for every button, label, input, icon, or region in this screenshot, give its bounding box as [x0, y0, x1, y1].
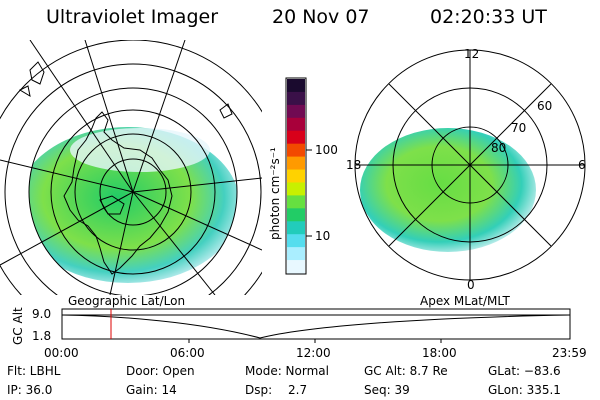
colorbar-segment — [287, 234, 305, 248]
magnetic-grid — [354, 49, 586, 281]
colorbar-segment — [287, 182, 305, 196]
colorbar-tick-100: 100 — [315, 143, 338, 157]
colorbar-segment — [287, 169, 305, 183]
seq-info: Seq: 39 — [364, 383, 410, 397]
colorbar-segment — [287, 260, 305, 274]
colorbar-tick-10: 10 — [315, 229, 330, 243]
magnetic-panel-label: Apex MLat/MLT — [420, 294, 510, 308]
instrument-title: Ultraviolet Imager — [46, 6, 219, 28]
colorbar-segment — [287, 104, 305, 119]
mlt-label-12: 12 — [464, 47, 479, 61]
colorbar-segment — [287, 247, 305, 261]
dsp-value: 2.7 — [288, 383, 308, 397]
door-info: Door: Open — [126, 364, 195, 378]
magnetic-panel: 12 18 6 0 60 70 80 — [346, 47, 586, 292]
altitude-plot: 9.0 1.8 GC Alt 00:00 06:00 12:00 18:00 2… — [11, 307, 587, 360]
geographic-panel — [0, 40, 262, 295]
geographic-panel-label: Geographic Lat/Lon — [68, 294, 185, 308]
right-aurora-oval — [360, 128, 536, 252]
time-label: 02:20:33 UT — [430, 6, 547, 28]
colorbar-segment — [287, 208, 305, 222]
glat-info: GLat: −83.6 — [488, 364, 561, 378]
glon-info: GLon: 335.1 — [488, 383, 561, 397]
time-tick-0600: 06:00 — [170, 346, 205, 360]
mlat-label-60: 60 — [537, 99, 552, 113]
altitude-trace — [61, 314, 571, 339]
filter-info: Flt: LBHL — [7, 364, 61, 378]
colorbar-segment — [287, 79, 305, 93]
colorbar-segment — [287, 156, 305, 171]
colorbar-segment — [287, 117, 305, 132]
mlt-label-18: 18 — [346, 158, 361, 172]
colorbar-segment — [287, 221, 305, 235]
mlat-label-80: 80 — [491, 141, 506, 155]
antarctica-coastline — [63, 111, 173, 275]
gain-info: Gain: 14 — [126, 383, 177, 397]
time-tick-2359: 23:59 — [552, 346, 587, 360]
colorbar-segment — [287, 143, 305, 158]
alt-tick-1-8: 1.8 — [32, 329, 51, 343]
alt-axis-label: GC Alt — [11, 307, 25, 345]
time-tick-0000: 00:00 — [44, 346, 79, 360]
gc-alt-info: GC Alt: 8.7 Re — [364, 364, 448, 378]
mlat-label-70: 70 — [511, 121, 526, 135]
mode-info: Mode: Normal — [245, 364, 329, 378]
geographic-grid — [0, 40, 262, 295]
colorbar-segment — [287, 130, 305, 145]
time-tick-1200: 12:00 — [296, 346, 331, 360]
colorbar-segment — [287, 195, 305, 209]
colorbar-unit-label: photon cm⁻²s⁻¹ — [268, 147, 282, 240]
dsp-label: Dsp: — [245, 383, 273, 397]
colorbar-segment — [287, 91, 305, 106]
colorbar: 100 10 photon cm⁻²s⁻¹ — [268, 77, 338, 275]
date-label: 20 Nov 07 — [272, 6, 370, 28]
alt-tick-9: 9.0 — [32, 307, 51, 321]
mlt-label-0: 0 — [467, 278, 475, 292]
mlt-label-6: 6 — [578, 158, 586, 172]
time-tick-1800: 18:00 — [422, 346, 457, 360]
ip-info: IP: 36.0 — [7, 383, 53, 397]
